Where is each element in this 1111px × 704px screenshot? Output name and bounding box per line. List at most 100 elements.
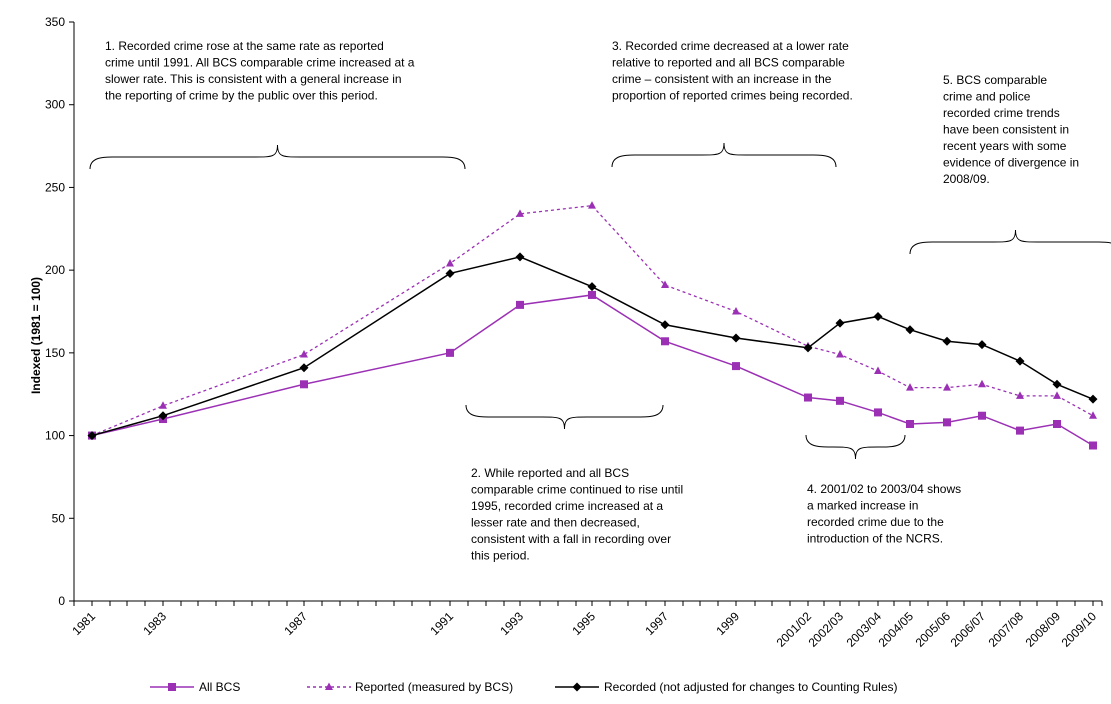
legend-label: Recorded (not adjusted for changes to Co… bbox=[604, 680, 898, 694]
data-point bbox=[732, 362, 740, 371]
data-point bbox=[905, 325, 915, 335]
legend-marker bbox=[325, 682, 333, 690]
data-point bbox=[661, 280, 669, 289]
data-point bbox=[1053, 419, 1061, 428]
data-point bbox=[87, 431, 97, 441]
y-tick-label: 200 bbox=[45, 263, 65, 277]
data-point bbox=[978, 411, 986, 420]
x-tick-label: 2008/09 bbox=[1023, 609, 1064, 650]
x-tick-label: 1997 bbox=[642, 609, 671, 638]
data-point bbox=[1089, 441, 1097, 450]
data-point bbox=[874, 366, 882, 375]
data-point bbox=[660, 320, 670, 330]
annotation-line: crime – consistent with an increase in t… bbox=[612, 72, 832, 86]
annotation-line: 1. Recorded crime rose at the same rate … bbox=[105, 39, 384, 53]
data-point bbox=[732, 307, 740, 315]
y-tick-label: 350 bbox=[45, 15, 65, 29]
data-point bbox=[836, 350, 844, 358]
data-point bbox=[873, 311, 883, 321]
annotation-line: relative to reported and all BCS compara… bbox=[612, 56, 845, 70]
brace-note-2 bbox=[465, 404, 664, 430]
data-point bbox=[874, 408, 882, 417]
annotation-line: have been consistent in bbox=[943, 123, 1069, 137]
annotation-line: lesser rate and then decreased, bbox=[471, 516, 640, 530]
x-tick-label: 2009/10 bbox=[1059, 609, 1100, 650]
data-point bbox=[516, 209, 524, 217]
data-point bbox=[906, 419, 914, 428]
data-point bbox=[588, 290, 596, 299]
data-point bbox=[942, 336, 952, 346]
series-line bbox=[91, 204, 1094, 437]
x-tick-label: 2007/08 bbox=[986, 609, 1027, 650]
annotation-braces bbox=[89, 142, 1111, 460]
data-point bbox=[516, 300, 524, 309]
data-point bbox=[1088, 394, 1098, 404]
x-tick-label: 1983 bbox=[140, 609, 169, 638]
annotation-line: crime and police bbox=[943, 90, 1031, 104]
y-tick-label: 50 bbox=[52, 511, 66, 525]
series-1 bbox=[88, 201, 1097, 439]
annotation-line: 2. While reported and all BCS bbox=[471, 466, 629, 480]
y-tick-label: 250 bbox=[45, 180, 65, 194]
data-point bbox=[977, 340, 987, 350]
legend-label: Reported (measured by BCS) bbox=[355, 680, 513, 694]
x-tick-label: 2005/06 bbox=[913, 609, 954, 650]
annotation-line: 2008/09. bbox=[943, 172, 990, 186]
annotation-note-2: 2. While reported and all BCS comparable … bbox=[471, 466, 683, 563]
data-point bbox=[588, 201, 596, 209]
x-tick-label: 1999 bbox=[713, 609, 742, 638]
y-axis-label: Indexed (1981 = 100) bbox=[29, 277, 43, 394]
data-point bbox=[299, 363, 309, 373]
annotation-line: recorded crime trends bbox=[943, 106, 1060, 120]
data-point bbox=[906, 383, 914, 391]
legend-item: All BCS bbox=[150, 680, 240, 694]
y-tick-label: 0 bbox=[58, 594, 65, 608]
series bbox=[87, 201, 1098, 450]
series-0 bbox=[88, 290, 1097, 450]
series-2 bbox=[87, 252, 1098, 441]
data-point bbox=[804, 393, 812, 402]
annotation-line: evidence of divergence in bbox=[943, 156, 1079, 170]
legend: All BCS Reported (measured by BCS) Recorde… bbox=[150, 680, 898, 694]
x-tick-label: 1995 bbox=[569, 609, 598, 638]
annotation-note-5: 5. BCS comparable crime and police recorde… bbox=[943, 73, 1079, 186]
data-point bbox=[1052, 379, 1062, 389]
data-point bbox=[445, 268, 455, 278]
legend-marker bbox=[168, 683, 176, 691]
data-point bbox=[300, 380, 308, 389]
data-point bbox=[803, 343, 813, 353]
x-tick-label: 1993 bbox=[497, 609, 526, 638]
annotation-line: 5. BCS comparable bbox=[943, 73, 1047, 87]
annotations: 1. Recorded crime rose at the same rate … bbox=[105, 39, 1079, 563]
annotation-line: 1995, recorded crime increased at a bbox=[471, 499, 663, 513]
data-point bbox=[1053, 391, 1061, 399]
data-point bbox=[836, 396, 844, 405]
annotation-note-4: 4. 2001/02 to 2003/04 shows a marked incr… bbox=[807, 482, 961, 546]
data-point bbox=[300, 350, 308, 358]
y-tick-label: 300 bbox=[45, 98, 65, 112]
annotation-line: proportion of reported crimes being reco… bbox=[612, 89, 853, 103]
series-line bbox=[91, 294, 1094, 447]
legend-label: All BCS bbox=[199, 680, 240, 694]
annotation-line: comparable crime continued to rise until bbox=[471, 483, 683, 497]
data-point bbox=[943, 383, 951, 391]
data-point bbox=[159, 401, 167, 409]
data-point bbox=[661, 337, 669, 346]
data-point bbox=[731, 333, 741, 343]
data-point bbox=[1016, 426, 1024, 435]
axes: 0 50 100 150 200 250 300 350 Indexed (1981 = 100… bbox=[29, 15, 1103, 650]
x-tick-label: 2006/07 bbox=[948, 609, 989, 650]
brace-note-4 bbox=[805, 434, 906, 460]
annotation-line: introduction of the NCRS. bbox=[807, 532, 943, 546]
data-point bbox=[943, 418, 951, 427]
annotation-line: 3. Recorded crime decreased at a lower r… bbox=[612, 39, 849, 53]
annotation-line: crime until 1991. All BCS comparable cri… bbox=[105, 56, 415, 70]
data-point bbox=[515, 252, 525, 262]
legend-item: Recorded (not adjusted for changes to Co… bbox=[555, 680, 898, 694]
annotation-line: consistent with a fall in recording over bbox=[471, 532, 671, 546]
annotation-note-3: 3. Recorded crime decreased at a lower r… bbox=[612, 39, 853, 103]
legend-marker bbox=[572, 682, 582, 692]
annotation-line: 4. 2001/02 to 2003/04 shows bbox=[807, 482, 961, 496]
brace-note-5 bbox=[909, 229, 1111, 255]
